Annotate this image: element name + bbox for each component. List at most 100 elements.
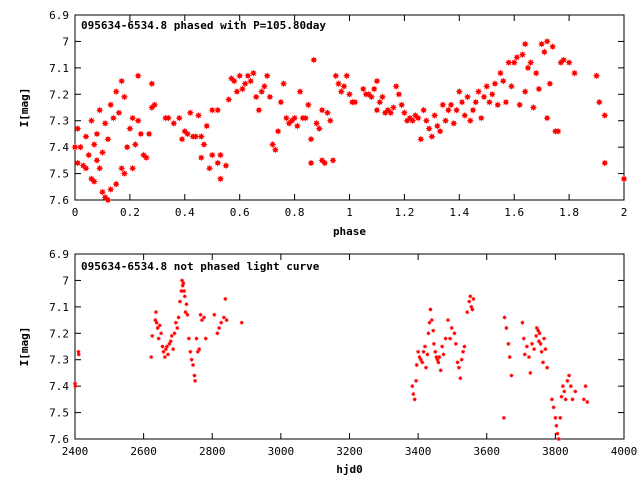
data-point	[538, 341, 544, 347]
data-point	[469, 307, 475, 312]
y-tick-label: 6.9	[49, 248, 69, 261]
data-point	[238, 85, 247, 93]
data-point	[521, 336, 527, 341]
data-point	[373, 106, 381, 114]
x-tick-label: 0.2	[120, 206, 140, 219]
data-point	[85, 151, 93, 159]
data-point	[183, 130, 192, 138]
data-point	[134, 117, 142, 125]
data-point	[120, 169, 129, 178]
data-point	[470, 296, 476, 302]
data-point	[450, 119, 458, 127]
data-point	[529, 341, 535, 347]
data-point	[178, 288, 184, 294]
data-point	[472, 98, 480, 106]
data-point	[466, 299, 472, 304]
data-point	[321, 159, 329, 167]
data-point	[501, 415, 507, 421]
data-point	[174, 325, 180, 331]
data-point	[332, 72, 340, 80]
data-point	[74, 159, 82, 167]
data-point	[496, 69, 505, 77]
data-point	[148, 354, 154, 360]
data-point	[430, 328, 436, 334]
data-point	[444, 106, 452, 114]
data-point	[445, 317, 451, 323]
data-point	[464, 309, 470, 315]
data-point	[412, 396, 418, 402]
data-point	[90, 140, 98, 149]
data-point	[431, 341, 437, 347]
data-point	[304, 101, 312, 109]
data-point	[194, 336, 199, 341]
data-point	[560, 56, 568, 64]
data-point	[457, 375, 463, 381]
data-point	[387, 109, 395, 117]
data-point	[176, 315, 182, 320]
data-point	[419, 359, 425, 365]
data-point	[502, 98, 510, 106]
y-tick-label: 7.1	[49, 62, 69, 75]
data-point	[182, 293, 188, 299]
data-point	[584, 399, 590, 405]
data-point	[96, 164, 104, 172]
data-point	[71, 143, 79, 151]
data-point	[505, 58, 513, 67]
data-point	[502, 315, 507, 320]
data-point	[601, 111, 609, 120]
data-point	[367, 93, 376, 101]
data-point	[222, 296, 228, 302]
data-point	[82, 164, 90, 172]
data-point	[494, 101, 502, 109]
data-point	[318, 106, 326, 114]
y-tick-label: 7.3	[49, 354, 69, 367]
data-point	[249, 69, 258, 77]
data-point	[516, 101, 524, 109]
y-tick-label: 7.5	[49, 168, 69, 181]
data-point	[255, 106, 263, 114]
data-point	[199, 317, 205, 323]
data-point	[112, 180, 120, 188]
data-point	[247, 77, 255, 85]
data-point	[409, 117, 417, 125]
data-point	[539, 349, 545, 355]
y-tick-label: 7.6	[49, 433, 69, 446]
data-point	[359, 85, 367, 93]
data-point	[425, 125, 433, 133]
data-point	[466, 117, 474, 125]
data-point	[104, 196, 112, 204]
data-point	[522, 352, 528, 357]
data-point	[151, 101, 159, 109]
data-point	[180, 283, 186, 289]
x-tick-label: 2	[621, 206, 628, 219]
data-point	[155, 325, 161, 331]
data-point	[215, 330, 220, 336]
x-tick-label: 3400	[405, 445, 432, 458]
x-tick-label: 3000	[268, 445, 295, 458]
data-point	[156, 336, 162, 341]
data-point	[203, 122, 211, 130]
x-tick-label: 3800	[542, 445, 569, 458]
data-point	[177, 299, 183, 304]
y-tick-label: 7.1	[49, 301, 69, 314]
data-point	[426, 330, 431, 336]
data-point	[263, 72, 271, 80]
data-point	[101, 119, 109, 127]
x-tick-label: 1.4	[449, 206, 469, 219]
data-point	[520, 320, 525, 326]
data-point	[326, 117, 334, 125]
data-point	[301, 114, 310, 122]
data-point	[277, 98, 285, 106]
data-point	[120, 93, 129, 101]
data-point	[181, 288, 187, 294]
data-point	[503, 325, 509, 331]
data-point	[469, 106, 477, 114]
data-point	[131, 140, 139, 149]
data-point	[447, 101, 455, 109]
data-point	[437, 354, 442, 360]
data-point	[549, 396, 555, 402]
y-tick-label: 7.5	[49, 407, 69, 420]
data-point	[435, 359, 441, 365]
data-point	[463, 93, 472, 101]
